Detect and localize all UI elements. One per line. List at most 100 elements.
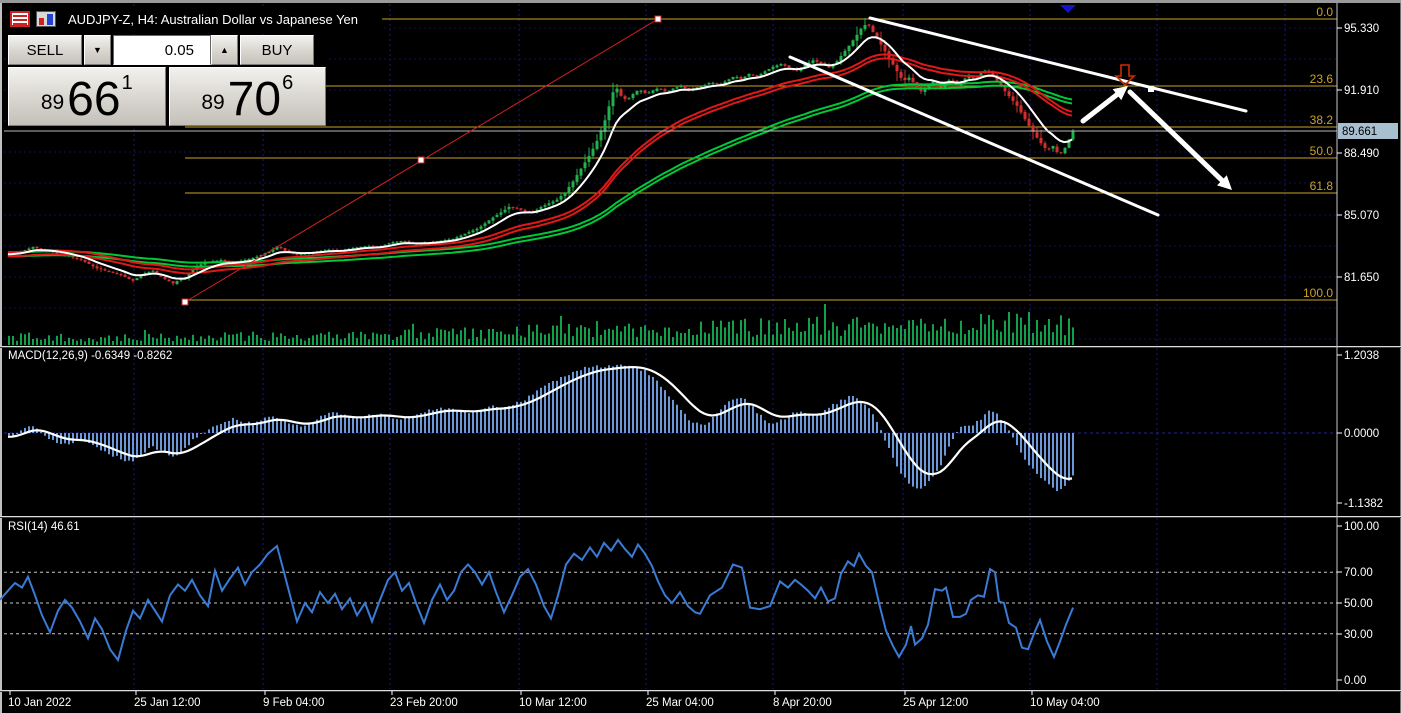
macd-bar	[824, 410, 826, 433]
volume-bar	[712, 320, 714, 345]
macd-bar	[916, 433, 918, 489]
volume-down-button[interactable]: ▼	[84, 35, 111, 65]
trendline-upper[interactable]	[868, 16, 1248, 113]
volume-bar	[376, 333, 378, 345]
volume-bar	[876, 326, 878, 345]
macd-bar	[196, 433, 198, 438]
fib-level-label: 0.0	[1316, 5, 1333, 19]
volume-bar	[516, 326, 518, 345]
macd-bar	[708, 422, 710, 433]
sell-signal-arrow-icon[interactable]	[1114, 64, 1136, 87]
trendline-lower[interactable]	[788, 55, 1160, 217]
sell-button[interactable]: SELL	[8, 35, 82, 65]
time-axis-label: 10 May 04:00	[1030, 697, 1100, 709]
volume-bar	[112, 341, 114, 345]
panel-separator[interactable]	[0, 690, 1401, 691]
macd-bar	[204, 432, 206, 434]
macd-bar	[16, 433, 18, 434]
macd-bar	[136, 433, 138, 458]
volume-bar	[404, 329, 406, 345]
macd-bar	[960, 426, 962, 433]
volume-bar	[804, 331, 806, 345]
volume-bar	[332, 337, 334, 345]
fib-baseline[interactable]	[181, 15, 662, 306]
volume-bar	[420, 332, 422, 345]
volume-bar	[480, 329, 482, 345]
macd-bar	[252, 423, 254, 433]
volume-bar	[556, 325, 558, 345]
macd-bar	[520, 401, 522, 433]
volume-bar	[20, 333, 22, 345]
object-handle[interactable]	[417, 156, 425, 164]
macd-bar	[724, 404, 726, 433]
volume-bar	[200, 336, 202, 345]
object-handle[interactable]	[654, 15, 662, 23]
bid-price-button[interactable]: 89 66 1	[8, 67, 166, 126]
fib-level-label: 61.8	[1310, 179, 1334, 193]
panel-separator[interactable]	[0, 516, 1401, 517]
volume-bar	[328, 331, 330, 345]
volume-up-button[interactable]: ▲	[211, 35, 238, 65]
volume-bars	[8, 303, 1074, 345]
volume-bar	[64, 341, 66, 345]
volume-bar	[468, 339, 470, 345]
object-handle[interactable]	[181, 298, 189, 306]
macd-bar	[768, 423, 770, 433]
rsi-axis-label: 70.00	[1344, 567, 1373, 579]
volume-bar	[344, 338, 346, 345]
ask-price-button[interactable]: 89 70 6	[168, 67, 326, 126]
macd-bar	[104, 433, 106, 452]
macd-bar	[716, 413, 718, 433]
macd-bar	[756, 413, 758, 433]
volume-input[interactable]	[113, 35, 211, 65]
macd-bar	[912, 433, 914, 487]
volume-bar	[1048, 318, 1050, 345]
time-axis[interactable]: 10 Jan 2022 25 Jan 12:00 9 Feb 04:00 23 Feb…	[8, 691, 1100, 709]
volume-bar	[780, 334, 782, 345]
macd-bar	[40, 432, 42, 434]
volume-bar	[164, 338, 166, 345]
volume-bar	[40, 339, 42, 345]
volume-bar	[76, 340, 78, 345]
buy-button[interactable]: BUY	[240, 35, 314, 65]
bar-chart-icon[interactable]	[36, 11, 56, 27]
volume-bar	[936, 330, 938, 345]
time-axis-label: 23 Feb 20:00	[390, 697, 458, 709]
volume-bar	[188, 339, 190, 345]
macd-bar	[256, 421, 258, 433]
macd-bar	[352, 417, 354, 433]
arrow-up-right[interactable]	[1080, 92, 1120, 124]
macd-bar	[876, 421, 878, 433]
macd-bar	[80, 433, 82, 441]
volume-bar	[668, 327, 670, 345]
macd-bar	[796, 412, 798, 433]
macd-bar	[396, 419, 398, 433]
panel-separator[interactable]	[0, 346, 1401, 347]
macd-bar	[268, 416, 270, 433]
volume-bar	[520, 335, 522, 345]
volume-bar	[316, 334, 318, 345]
macd-bar	[356, 417, 358, 433]
macd-bar	[620, 364, 622, 433]
volume-bar	[384, 334, 386, 345]
volume-bar	[160, 333, 162, 345]
macd-bar	[1024, 433, 1026, 460]
volume-bar	[748, 331, 750, 345]
macd-bar	[720, 409, 722, 433]
arrow-down-right[interactable]	[1127, 89, 1225, 183]
object-handle[interactable]	[1148, 86, 1154, 92]
volume-bar	[820, 334, 822, 345]
macd-bar	[308, 422, 310, 433]
one-click-trading-panel: SELL ▼ ▲ BUY 89 66 1 89 70 6	[8, 35, 326, 126]
macd-bar	[500, 408, 502, 433]
volume-bar	[912, 319, 914, 345]
ask-price-main: 70	[227, 73, 282, 126]
volume-bar	[900, 325, 902, 345]
macd-bar	[328, 412, 330, 433]
volume-bar	[116, 336, 118, 345]
volume-bar	[488, 328, 490, 345]
macd-bar	[664, 390, 666, 433]
volume-bar	[184, 337, 186, 345]
market-watch-icon[interactable]	[10, 11, 30, 27]
volume-bar	[856, 317, 858, 345]
